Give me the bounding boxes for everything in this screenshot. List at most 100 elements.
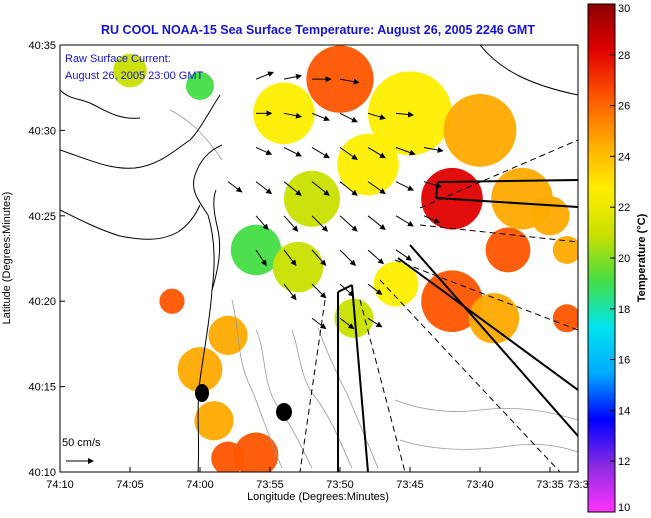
current-vector — [367, 147, 386, 159]
sst-patch — [194, 401, 234, 441]
current-vector — [311, 181, 330, 196]
plot-frame — [59, 44, 579, 473]
x-tick-label: 73:50 — [326, 479, 354, 491]
sst-patch — [211, 441, 245, 472]
contour-line — [399, 439, 578, 453]
coastline-inner — [60, 89, 141, 119]
y-axis-label: Latitude (Degrees:Minutes) — [1, 192, 13, 325]
colorbar-tick-label: 16 — [618, 355, 630, 367]
y-tick-label: 40:10 — [28, 467, 56, 479]
current-vector — [227, 181, 243, 193]
current-vector — [283, 73, 302, 80]
current-vector — [367, 249, 385, 265]
contour-line — [394, 399, 578, 421]
sst-patch — [177, 347, 223, 392]
sst-patch — [337, 133, 399, 196]
current-vector — [423, 181, 442, 189]
colorbar-tick-label: 10 — [618, 502, 630, 514]
contour-line — [231, 299, 283, 469]
contour-line — [317, 327, 379, 469]
current-vector — [367, 215, 386, 231]
sst-patch — [552, 235, 578, 264]
current-vector — [423, 215, 441, 224]
plot-area — [60, 45, 578, 472]
current-vector — [311, 215, 329, 232]
y-tick-label: 40:25 — [28, 211, 56, 223]
x-axis: 74:10 74:05 74:00 73:55 73:50 73:45 73:40 73:35… — [46, 467, 589, 491]
landmark-dot-shore — [195, 384, 209, 402]
x-tick-label: 74:10 — [46, 479, 74, 491]
current-vector — [367, 112, 386, 120]
current-vector — [367, 181, 386, 195]
current-vector — [339, 215, 358, 232]
sst-patch — [233, 432, 279, 472]
current-vector — [367, 317, 383, 328]
x-tick-label: 74:00 — [186, 479, 214, 491]
lane-solid-southeast — [397, 244, 578, 437]
y-tick-label: 40:30 — [28, 125, 56, 137]
current-vector — [283, 215, 299, 232]
current-vector — [255, 147, 273, 155]
y-tick-label: 40:35 — [28, 40, 56, 52]
coastline-li — [479, 45, 578, 96]
current-vector — [283, 181, 302, 196]
current-vector — [255, 71, 274, 80]
current-vector — [367, 283, 383, 295]
sst-patch — [443, 93, 517, 167]
scale-vector-label: 50 cm/s — [62, 437, 101, 449]
sst-patch — [552, 304, 578, 333]
x-tick-label: 73:40 — [466, 479, 494, 491]
current-vector — [339, 249, 357, 266]
landmark-dot-offshore — [276, 403, 292, 421]
current-vector — [339, 317, 355, 330]
current-vector — [395, 249, 413, 261]
current-vector — [339, 112, 358, 123]
current-vector — [311, 283, 327, 299]
sst-patch — [159, 288, 185, 314]
colorbar-tick-label: 24 — [618, 151, 630, 163]
sandy-hook — [211, 189, 221, 291]
colorbar-label: Temperature (°C) — [636, 213, 648, 302]
current-vector — [311, 249, 327, 267]
colorbar-tick-label: 30 — [618, 3, 630, 15]
x-tick-label: 73:3 — [567, 479, 588, 491]
current-vector — [283, 147, 302, 157]
annotation-line1: Raw Surface Current: — [65, 53, 171, 65]
chart-title: RU COOL NOAA-15 Sea Surface Temperature:… — [101, 23, 535, 37]
coastline-upper — [60, 94, 221, 169]
shipping-lanes — [299, 139, 578, 472]
coastline-bay — [60, 204, 201, 240]
y-tick-label: 40:15 — [28, 382, 56, 394]
current-vector — [283, 112, 302, 119]
contour-line — [169, 109, 223, 161]
sst-patch — [530, 196, 570, 236]
colorbar-tick-label: 26 — [618, 101, 630, 113]
sst-patch — [186, 71, 214, 100]
colorbar-tick-label: 12 — [618, 456, 630, 468]
x-axis-label: Longitude (Degrees:Minutes) — [247, 491, 389, 503]
x-tick-label: 74:05 — [116, 479, 144, 491]
current-vector — [339, 147, 358, 160]
sst-patch — [272, 241, 324, 293]
colorbar-tick-label: 20 — [618, 253, 630, 265]
current-vector — [339, 283, 355, 297]
sst-patch — [373, 261, 419, 307]
sst-patch — [284, 170, 340, 227]
current-vectors — [227, 71, 444, 330]
colorbar-ticks: 10 12 14 16 18 20 22 24 26 28 30 — [610, 3, 630, 514]
x-tick-label: 73:35 — [536, 479, 564, 491]
y-tick-label: 40:20 — [28, 296, 56, 308]
current-vector — [283, 283, 297, 301]
x-tick-label: 73:55 — [256, 479, 284, 491]
current-vector — [423, 146, 444, 153]
current-vector — [255, 181, 273, 195]
current-vector — [283, 249, 297, 267]
current-vector — [339, 78, 360, 85]
annotation-line2: August 26, 2005 23:00 GMT — [65, 70, 203, 82]
colorbar-tick-label: 18 — [618, 304, 630, 316]
x-tick-label: 73:45 — [396, 479, 424, 491]
contour-line — [291, 329, 353, 469]
sst-patch — [208, 315, 248, 355]
lane-dashed-southeast — [379, 259, 578, 472]
